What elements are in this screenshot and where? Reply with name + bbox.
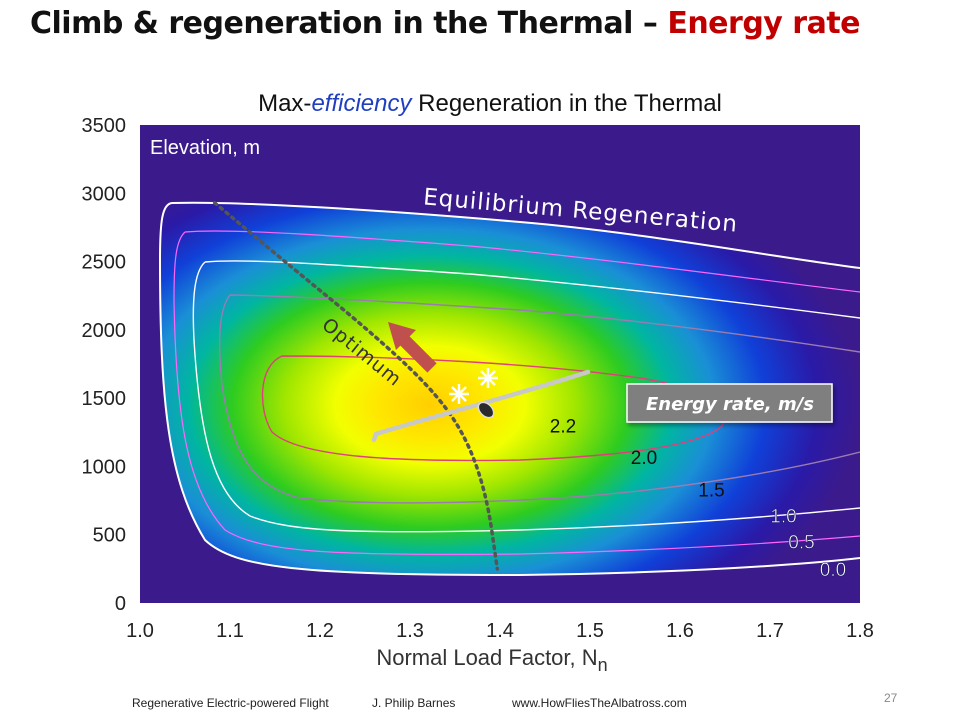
slide-title-main: Climb & regeneration in the Thermal –	[30, 6, 668, 41]
climb-direction-arrow	[388, 322, 437, 373]
heatmap-region	[158, 201, 860, 577]
contour-label: 1.5	[698, 481, 724, 502]
chart-title: Max-efficiency Regeneration in the Therm…	[258, 90, 722, 117]
x-axis-title: Normal Load Factor, Nn	[376, 645, 607, 675]
contour-line-0_5	[173, 230, 860, 556]
contour-label: 1.0	[770, 507, 796, 528]
contour-label: 2.0	[631, 448, 657, 469]
x-tick-label: 1.0	[126, 620, 154, 642]
chart-title-suffix: Regeneration in the Thermal	[411, 90, 721, 117]
x-axis-title-text: Normal Load Factor, N	[376, 645, 597, 670]
glider-icon	[371, 368, 591, 443]
x-tick-label: 1.4	[486, 620, 514, 642]
contour-labels: 0.0 0.5 1.0 1.5 2.0 2.2	[550, 416, 847, 581]
y-tick-label: 3000	[82, 183, 127, 205]
optimum-curve	[212, 201, 500, 571]
slide-title: Climb & regeneration in the Thermal – En…	[30, 6, 861, 41]
chart-title-prefix: Max-	[258, 90, 311, 117]
footer-website[interactable]: www.HowFliesTheAlbatross.com	[512, 696, 687, 710]
y-tick-label: 2500	[82, 252, 127, 274]
contour-label: 2.2	[550, 416, 576, 437]
y-tick-label: 0	[115, 593, 126, 615]
contour-line-0	[158, 201, 860, 577]
contour-label: 0.5	[788, 533, 814, 554]
y-tick-label: 1500	[82, 388, 127, 410]
page-number: 27	[884, 691, 898, 705]
y-axis-inside-label: Elevation, m	[150, 137, 260, 159]
x-tick-label: 1.5	[576, 620, 604, 642]
contour-line-1_5	[218, 294, 860, 504]
x-axis: 1.0 1.1 1.2 1.3 1.4 1.5 1.6 1.7 1.8	[126, 620, 874, 642]
x-axis-title-subscript: n	[598, 655, 608, 675]
propeller-icon	[478, 368, 498, 388]
y-axis: 0 500 1000 1500 2000 2500 3000 3500	[82, 115, 127, 615]
x-tick-label: 1.6	[666, 620, 694, 642]
contour-line-2	[261, 355, 726, 462]
x-tick-label: 1.2	[306, 620, 334, 642]
footer-course: Regenerative Electric-powered Flight	[132, 696, 329, 710]
x-tick-label: 1.3	[396, 620, 424, 642]
x-tick-label: 1.1	[216, 620, 244, 642]
propeller-icon	[449, 384, 469, 404]
contour-label: 0.0	[820, 560, 846, 581]
x-tick-label: 1.8	[846, 620, 874, 642]
energy-rate-box: Energy rate, m/s	[626, 383, 833, 423]
chart-title-italic: efficiency	[311, 90, 413, 117]
y-tick-label: 2000	[82, 320, 127, 342]
y-tick-label: 1000	[82, 456, 127, 478]
energy-rate-label: Energy rate, m/s	[646, 394, 814, 415]
x-tick-label: 1.7	[756, 620, 784, 642]
contour-line-1	[192, 260, 860, 533]
contour-lines	[158, 201, 860, 577]
y-tick-label: 500	[93, 525, 126, 547]
slide-title-accent: Energy rate	[667, 6, 861, 41]
footer-author: J. Philip Barnes	[372, 696, 456, 710]
y-tick-label: 3500	[82, 115, 127, 137]
